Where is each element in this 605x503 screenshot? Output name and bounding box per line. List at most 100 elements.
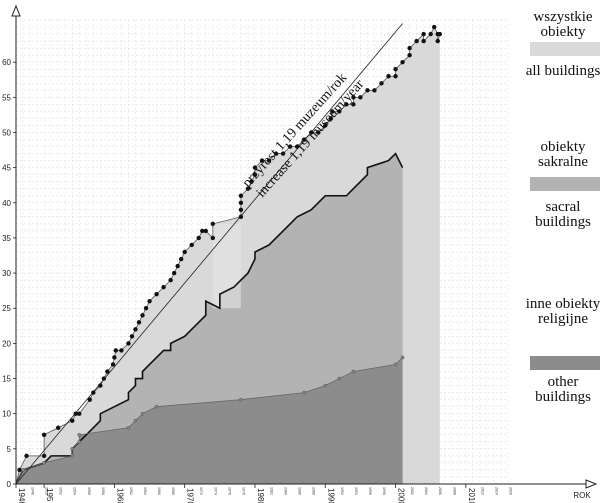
y-tick-label: 55 <box>2 93 11 102</box>
point-all <box>386 74 391 79</box>
point-all <box>238 214 244 220</box>
point-all <box>393 74 398 79</box>
x-minor-label: 1968 <box>171 487 175 495</box>
y-tick-label: 5 <box>7 445 12 454</box>
point-all <box>287 144 293 149</box>
point-other <box>77 439 82 444</box>
point-all <box>372 88 377 93</box>
x-tick-label: 1946 <box>17 488 26 503</box>
x-minor-label: 2016 <box>509 487 513 495</box>
point-all <box>407 45 412 51</box>
point-all <box>91 390 96 395</box>
y-tick-label: 15 <box>2 375 11 384</box>
trend-line <box>15 23 403 485</box>
x-minor-label: 1966 <box>157 487 161 495</box>
point-all <box>259 158 265 163</box>
x-minor-label: 1964 <box>143 487 147 495</box>
legend-all-pl: wszystkie obiekty <box>522 10 604 40</box>
legend-other-swatch <box>530 356 600 370</box>
point-all <box>136 320 142 325</box>
point-all <box>273 151 279 156</box>
area-other <box>16 357 403 484</box>
point-all <box>400 59 405 65</box>
point-all <box>238 193 244 198</box>
line-other <box>15 357 403 485</box>
x-minor-label: 1976 <box>227 487 231 495</box>
point-all <box>112 355 117 360</box>
y-tick-label: 0 <box>7 480 12 489</box>
point-all <box>351 102 356 107</box>
x-minor-label: 1986 <box>298 487 302 495</box>
point-all <box>203 228 208 234</box>
legend-sacral-en-text: sacral buildings <box>535 199 591 230</box>
point-all <box>337 109 342 114</box>
x-minor-label: 2008 <box>452 487 456 495</box>
point-all <box>437 31 443 37</box>
point-all <box>101 376 107 381</box>
x-tick-label: 2000 <box>397 488 406 503</box>
point-all <box>178 256 184 262</box>
point-all <box>421 31 426 37</box>
point-other <box>239 397 243 402</box>
point-other <box>337 376 342 381</box>
x-minor-label: 1974 <box>213 487 217 495</box>
y-axis-arrow <box>11 4 21 17</box>
x-tick-label: 195 <box>45 488 54 502</box>
x-minor-label: 2014 <box>494 487 498 495</box>
point-all <box>266 158 272 163</box>
point-all <box>365 88 370 93</box>
point-all <box>351 95 356 100</box>
point-all <box>330 109 335 114</box>
x-minor-label: 1996 <box>368 487 372 495</box>
point-all <box>294 144 300 149</box>
legend-sacral-pl: obiekty sakralne <box>522 140 604 170</box>
point-all <box>24 453 29 459</box>
point-all <box>41 453 47 459</box>
point-all <box>428 31 433 37</box>
point-other <box>133 418 138 423</box>
point-all <box>238 200 244 205</box>
legend-all-pl-text: wszystkie obiekty <box>533 9 593 40</box>
point-all <box>252 172 258 177</box>
point-other <box>140 411 145 416</box>
y-tick-label: 60 <box>2 58 11 67</box>
point-all <box>432 24 437 30</box>
legend-other-en: other buildings <box>522 375 604 405</box>
legend-sacral-pl-text: obiekty sakralne <box>538 139 588 170</box>
point-all <box>344 102 349 107</box>
point-other <box>400 355 405 360</box>
legend-sacral-swatch <box>530 177 600 191</box>
x-minor-label: 1982 <box>270 487 274 495</box>
y-tick-label: 40 <box>2 199 11 208</box>
point-all <box>280 151 286 156</box>
point-all <box>252 165 258 170</box>
point-all <box>133 327 138 332</box>
point-all <box>189 242 194 248</box>
x-minor-label: 1950 <box>45 487 49 495</box>
point-all <box>17 467 22 473</box>
point-all <box>323 123 328 128</box>
x-tick-label: 1990 <box>326 488 335 503</box>
x-minor-label: 1992 <box>340 487 344 495</box>
legend-all-en-text: all buildings <box>525 63 601 79</box>
point-other <box>77 432 82 437</box>
y-tick-label: 20 <box>2 339 11 348</box>
x-minor-label: 1984 <box>284 487 288 495</box>
point-all <box>98 383 103 388</box>
point-all <box>200 228 205 234</box>
point-all <box>407 52 412 58</box>
y-tick-label: 50 <box>2 128 11 137</box>
y-tick-label: 30 <box>2 269 11 278</box>
point-all <box>249 179 254 184</box>
point-other <box>302 390 307 395</box>
point-all <box>73 411 78 416</box>
x-minor-label: 2012 <box>480 487 484 495</box>
x-minor-label: 1988 <box>312 487 316 495</box>
legend-other-pl: inne obiekty religijne <box>522 297 604 327</box>
legend-other-pl-text: inne obiekty religijne <box>525 296 601 327</box>
point-all <box>196 235 201 241</box>
x-minor-label: 1962 <box>129 487 133 495</box>
point-all <box>309 130 314 135</box>
point-all <box>316 130 321 135</box>
point-all <box>210 235 215 241</box>
